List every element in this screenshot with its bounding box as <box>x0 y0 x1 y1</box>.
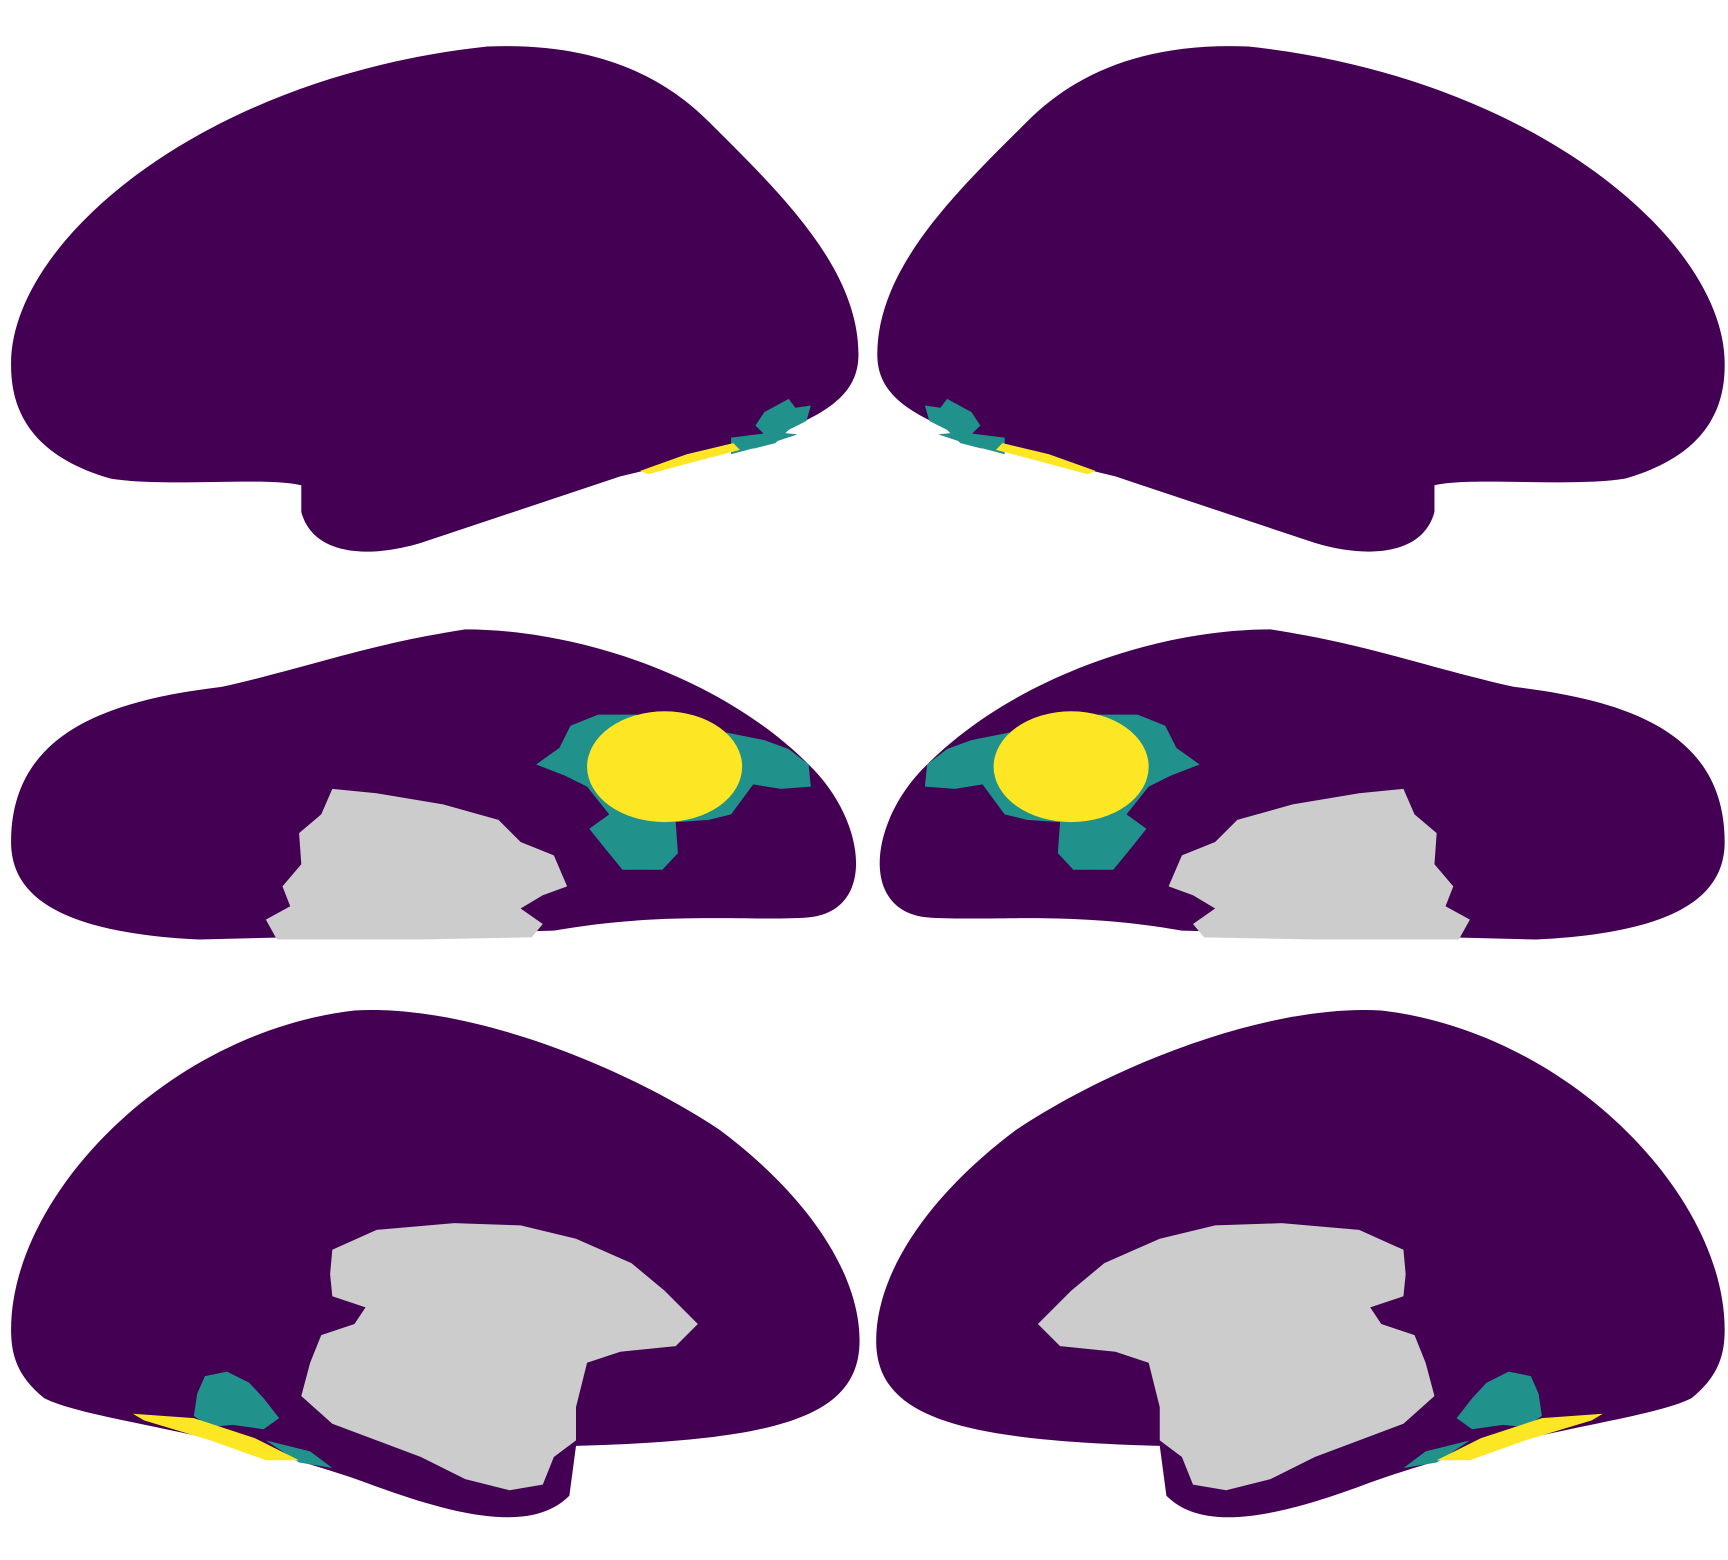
right-hemisphere-ventral <box>879 629 1725 940</box>
left-hemisphere-lateral <box>11 46 859 552</box>
right-hemisphere-medial <box>876 1009 1725 1518</box>
right-hemisphere-lateral <box>877 46 1725 552</box>
left-hemisphere-medial <box>11 1009 860 1518</box>
left-hemisphere-ventral <box>11 629 857 940</box>
